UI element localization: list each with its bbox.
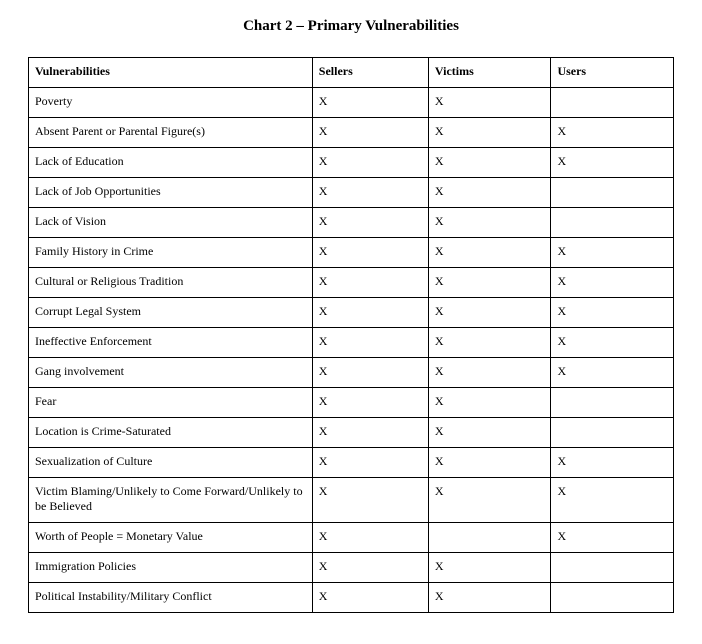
- cell-victims: X: [428, 553, 551, 583]
- cell-users: X: [551, 478, 674, 523]
- cell-victims: X: [428, 208, 551, 238]
- table-row: PovertyXX: [29, 88, 674, 118]
- cell-victims: [428, 523, 551, 553]
- cell-users: [551, 553, 674, 583]
- row-label: Poverty: [29, 88, 313, 118]
- vulnerabilities-table: Vulnerabilities Sellers Victims Users Po…: [28, 57, 674, 613]
- cell-sellers: X: [312, 478, 428, 523]
- row-label: Ineffective Enforcement: [29, 328, 313, 358]
- cell-users: X: [551, 448, 674, 478]
- cell-victims: X: [428, 178, 551, 208]
- table-row: Absent Parent or Parental Figure(s)XXX: [29, 118, 674, 148]
- cell-victims: X: [428, 583, 551, 613]
- table-row: Sexualization of CultureXXX: [29, 448, 674, 478]
- cell-victims: X: [428, 88, 551, 118]
- cell-victims: X: [428, 268, 551, 298]
- col-header-sellers: Sellers: [312, 58, 428, 88]
- cell-sellers: X: [312, 268, 428, 298]
- cell-sellers: X: [312, 358, 428, 388]
- cell-users: X: [551, 328, 674, 358]
- cell-victims: X: [428, 148, 551, 178]
- cell-victims: X: [428, 388, 551, 418]
- table-body: PovertyXXAbsent Parent or Parental Figur…: [29, 88, 674, 613]
- table-row: Ineffective EnforcementXXX: [29, 328, 674, 358]
- table-row: Cultural or Religious TraditionXXX: [29, 268, 674, 298]
- row-label: Political Instability/Military Conflict: [29, 583, 313, 613]
- table-row: Corrupt Legal SystemXXX: [29, 298, 674, 328]
- row-label: Fear: [29, 388, 313, 418]
- col-header-vulnerabilities: Vulnerabilities: [29, 58, 313, 88]
- table-row: Worth of People = Monetary ValueXX: [29, 523, 674, 553]
- cell-victims: X: [428, 448, 551, 478]
- row-label: Lack of Job Opportunities: [29, 178, 313, 208]
- row-label: Absent Parent or Parental Figure(s): [29, 118, 313, 148]
- cell-users: X: [551, 148, 674, 178]
- cell-users: X: [551, 118, 674, 148]
- col-header-victims: Victims: [428, 58, 551, 88]
- table-row: FearXX: [29, 388, 674, 418]
- table-row: Gang involvementXXX: [29, 358, 674, 388]
- cell-victims: X: [428, 328, 551, 358]
- cell-users: [551, 178, 674, 208]
- cell-sellers: X: [312, 148, 428, 178]
- row-label: Corrupt Legal System: [29, 298, 313, 328]
- col-header-users: Users: [551, 58, 674, 88]
- row-label: Lack of Vision: [29, 208, 313, 238]
- cell-users: X: [551, 238, 674, 268]
- cell-victims: X: [428, 418, 551, 448]
- row-label: Family History in Crime: [29, 238, 313, 268]
- cell-sellers: X: [312, 328, 428, 358]
- row-label: Gang involvement: [29, 358, 313, 388]
- table-row: Political Instability/Military ConflictX…: [29, 583, 674, 613]
- cell-sellers: X: [312, 388, 428, 418]
- cell-users: X: [551, 268, 674, 298]
- row-label: Lack of Education: [29, 148, 313, 178]
- row-label: Cultural or Religious Tradition: [29, 268, 313, 298]
- cell-sellers: X: [312, 298, 428, 328]
- cell-sellers: X: [312, 523, 428, 553]
- cell-sellers: X: [312, 448, 428, 478]
- table-row: Lack of Job OpportunitiesXX: [29, 178, 674, 208]
- cell-sellers: X: [312, 88, 428, 118]
- cell-sellers: X: [312, 238, 428, 268]
- cell-victims: X: [428, 358, 551, 388]
- cell-sellers: X: [312, 553, 428, 583]
- cell-users: X: [551, 298, 674, 328]
- cell-users: [551, 88, 674, 118]
- cell-users: [551, 208, 674, 238]
- cell-victims: X: [428, 118, 551, 148]
- row-label: Location is Crime-Saturated: [29, 418, 313, 448]
- cell-victims: X: [428, 238, 551, 268]
- chart-title: Chart 2 – Primary Vulnerabilities: [28, 18, 674, 35]
- table-row: Location is Crime-SaturatedXX: [29, 418, 674, 448]
- table-row: Family History in CrimeXXX: [29, 238, 674, 268]
- table-row: Victim Blaming/Unlikely to Come Forward/…: [29, 478, 674, 523]
- cell-sellers: X: [312, 178, 428, 208]
- table-row: Immigration PoliciesXX: [29, 553, 674, 583]
- cell-users: X: [551, 358, 674, 388]
- cell-users: [551, 583, 674, 613]
- cell-users: [551, 418, 674, 448]
- row-label: Sexualization of Culture: [29, 448, 313, 478]
- row-label: Worth of People = Monetary Value: [29, 523, 313, 553]
- table-row: Lack of EducationXXX: [29, 148, 674, 178]
- row-label: Immigration Policies: [29, 553, 313, 583]
- cell-sellers: X: [312, 208, 428, 238]
- table-header-row: Vulnerabilities Sellers Victims Users: [29, 58, 674, 88]
- cell-users: X: [551, 523, 674, 553]
- cell-sellers: X: [312, 118, 428, 148]
- cell-victims: X: [428, 298, 551, 328]
- row-label: Victim Blaming/Unlikely to Come Forward/…: [29, 478, 313, 523]
- cell-sellers: X: [312, 418, 428, 448]
- table-row: Lack of VisionXX: [29, 208, 674, 238]
- cell-sellers: X: [312, 583, 428, 613]
- cell-users: [551, 388, 674, 418]
- cell-victims: X: [428, 478, 551, 523]
